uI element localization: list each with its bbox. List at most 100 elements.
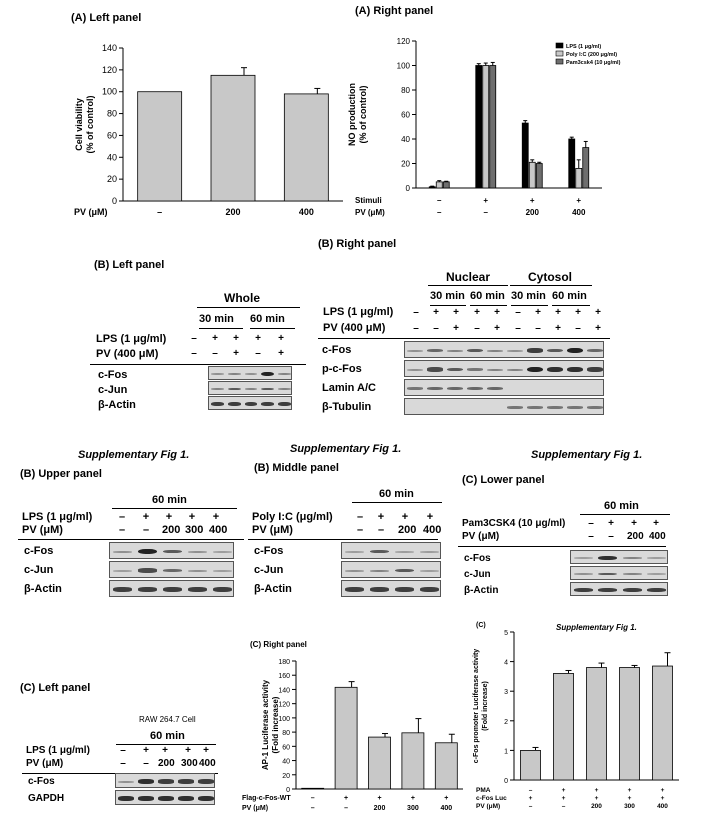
y-tick-label: 4 [504, 660, 508, 667]
band [573, 557, 593, 559]
y-tick-label: 40 [282, 759, 290, 766]
title-b-middle: (B) Middle panel [254, 462, 339, 474]
pv-sign: 200 [398, 524, 417, 536]
pv-sign: – [608, 531, 614, 542]
band [487, 368, 503, 371]
bar [652, 665, 673, 781]
blot-strip [341, 561, 441, 578]
pv-sign: – [142, 524, 150, 536]
band [113, 587, 132, 592]
pv-sign: – [474, 323, 480, 334]
band [138, 796, 154, 801]
band [163, 587, 182, 592]
blot-strip [341, 542, 441, 559]
row-value: + [595, 787, 599, 794]
blot-strip [115, 790, 215, 805]
divider [18, 539, 244, 540]
cell-label: RAW 264.7 Cell [139, 715, 196, 724]
band [213, 569, 232, 572]
band [622, 573, 642, 575]
band [407, 349, 423, 352]
title-c-left: (C) Left panel [20, 682, 91, 694]
band [211, 373, 224, 375]
bar [428, 186, 436, 189]
band [527, 348, 543, 353]
chart-cfos-promoter: 0 1 2 3 4 5 c-Fos promoter Luciferase activity… [473, 630, 679, 810]
band [567, 347, 583, 354]
band [198, 796, 214, 801]
band [227, 402, 241, 406]
band [244, 388, 258, 390]
bar [520, 750, 541, 781]
pv-sign: + [233, 348, 239, 359]
bar [528, 161, 536, 189]
lps-sign: + [433, 307, 439, 318]
bar [482, 65, 490, 189]
blot-strip [404, 360, 604, 377]
lps-sign: + [474, 307, 480, 318]
row-label: PV (μM) [74, 207, 108, 217]
legend-label: Pam3csk4 (10 μg/ml) [566, 60, 621, 66]
bar [582, 147, 590, 189]
y-tick-label: 2 [504, 719, 508, 726]
header-line [428, 285, 508, 286]
row-label: c-Fos [24, 545, 54, 557]
supp-title-4: Supplementary Fig 1. [556, 623, 637, 632]
band [567, 366, 583, 373]
time-line [470, 305, 507, 306]
title-b-right: (B) Right panel [318, 238, 397, 250]
blot-strip [208, 366, 292, 380]
row-value: 200 [225, 207, 240, 217]
bar [435, 181, 443, 189]
band [407, 387, 423, 390]
band [467, 387, 483, 390]
legend-label: LPS (1 μg/ml) [566, 44, 601, 50]
pv-sign: – [377, 524, 385, 536]
bar [301, 787, 325, 790]
title-a-right: (A) Right panel [355, 5, 434, 17]
band [420, 550, 439, 553]
lps-sign: + [535, 307, 541, 318]
stim-label: Pam3CSK4 (10 μg/ml) [462, 518, 566, 529]
stim-sign: – [356, 511, 364, 523]
band [447, 387, 463, 390]
band [211, 402, 224, 406]
band [427, 367, 443, 372]
band [587, 367, 603, 372]
pv-label: PV (400 μM) [96, 348, 159, 360]
stim-sign: + [653, 518, 659, 529]
band [345, 569, 364, 572]
pv-label: PV (400 μM) [323, 322, 386, 334]
time-label: 60 min [604, 500, 639, 512]
band [278, 388, 291, 390]
band [573, 573, 593, 575]
bar [575, 167, 583, 189]
y-tick-label: 1 [504, 748, 508, 755]
y-tick-label: 20 [401, 160, 410, 169]
pv-sign: + [555, 323, 561, 334]
blot-strip [109, 580, 234, 597]
pv-sign: 300 [185, 524, 204, 536]
time-label: 60 min [150, 730, 185, 742]
pv-sign: 400 [423, 524, 442, 536]
y-axis-label: (Fold increase) [271, 696, 280, 753]
title-a-left: (A) Left panel [71, 12, 142, 24]
pv-sign: – [575, 323, 581, 334]
y-tick-label: 60 [282, 744, 290, 751]
time-line [580, 514, 670, 515]
band [118, 796, 134, 801]
title-c: (C) [476, 622, 486, 629]
time-line [430, 305, 466, 306]
y-tick-label: 180 [278, 659, 290, 666]
row-value: – [529, 803, 533, 810]
y-tick-label: 3 [504, 689, 508, 696]
time-line [116, 744, 216, 745]
y-tick-label: 100 [397, 62, 411, 71]
chart-ap1-luciferase: 0 20 40 60 80 100 120 140 160 180 AP-1 Luciferase … [242, 659, 463, 812]
y-tick-label: 80 [282, 730, 290, 737]
band [395, 568, 414, 573]
lps-sign: – [191, 333, 197, 344]
row-value: 400 [299, 207, 314, 217]
legend-swatch [555, 50, 564, 57]
stim-sign: + [185, 745, 191, 756]
